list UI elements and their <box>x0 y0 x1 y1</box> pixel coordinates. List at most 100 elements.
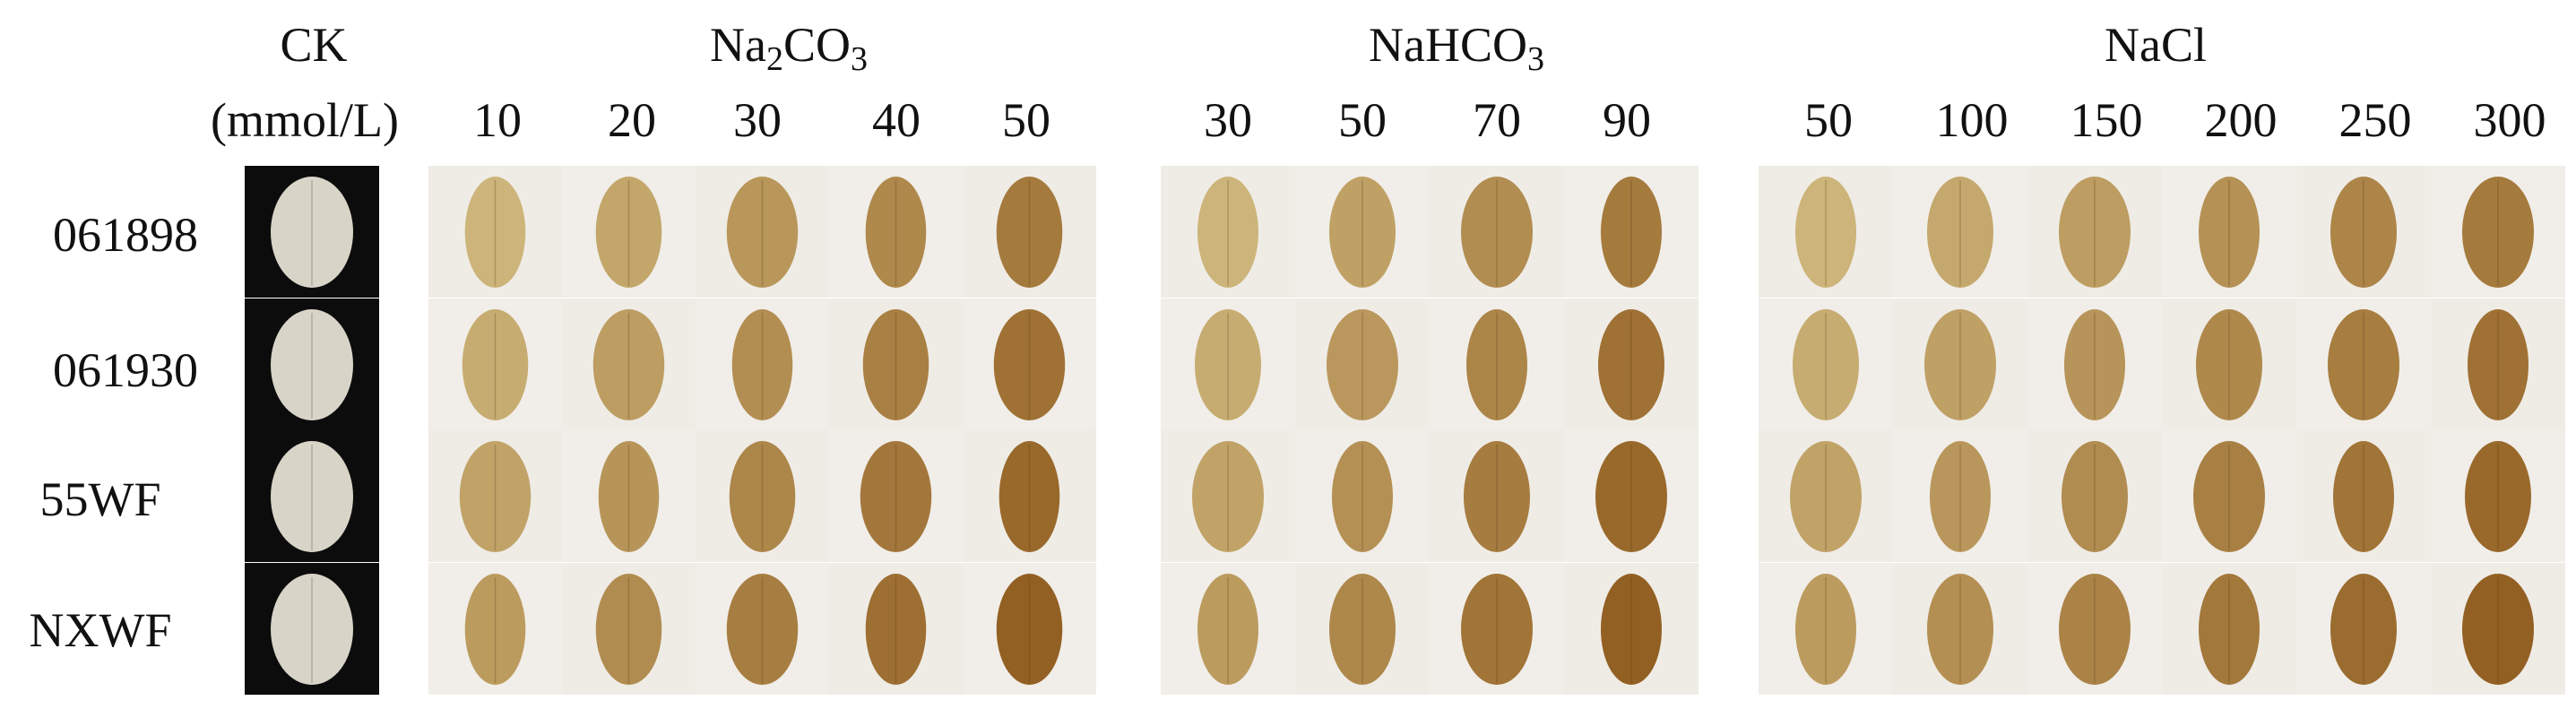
leaf-photo <box>1893 430 2027 562</box>
ck-header: CK <box>280 18 348 72</box>
conc-nacl-200: 200 <box>2204 93 2278 147</box>
leaf-image <box>1564 430 1699 562</box>
leaf-photo <box>2027 563 2162 695</box>
leaf-photo <box>1564 430 1699 562</box>
conc-nacl-100: 100 <box>1935 93 2009 147</box>
leaf-photo <box>1759 166 1893 298</box>
leaf-photo <box>1759 298 1893 430</box>
leaf-photo <box>428 166 562 298</box>
leaf-image <box>2296 563 2431 695</box>
leaf-image <box>696 563 829 695</box>
leaf-image <box>245 563 379 695</box>
leaf-photo <box>1564 563 1699 695</box>
row-label-nxwf: NXWF <box>29 603 172 657</box>
leaf-image <box>2431 430 2565 562</box>
leaf-photo <box>963 298 1096 430</box>
leaf-image <box>1161 298 1295 430</box>
leaf-photo <box>2027 298 2162 430</box>
leaf-photo <box>2431 430 2565 562</box>
leaf-image <box>1759 563 1893 695</box>
units-label: (mmol/L) <box>211 93 399 147</box>
leaf-image <box>829 166 963 298</box>
leaf-image <box>1893 430 2027 562</box>
row-label-061930: 061930 <box>53 343 198 397</box>
leaf-photo <box>1161 430 1295 562</box>
leaf-photo <box>562 563 696 695</box>
leaf-image <box>1430 298 1564 430</box>
leaf-photo <box>428 430 562 562</box>
leaf-photo <box>829 563 963 695</box>
conc-nacl-150: 150 <box>2070 93 2143 147</box>
nahco3-header: NaHCO3 <box>1369 18 1544 78</box>
leaf-image <box>1295 430 1430 562</box>
leaf-photo <box>1430 166 1564 298</box>
leaf-photo <box>2027 166 2162 298</box>
na2co3-header: Na2CO3 <box>710 18 868 78</box>
leaf-photo <box>562 166 696 298</box>
leaf-image <box>1430 430 1564 562</box>
leaf-photo <box>245 166 379 298</box>
leaf-photo <box>245 430 379 562</box>
conc-na2co3-30: 30 <box>733 93 782 147</box>
leaf-image <box>2431 298 2565 430</box>
leaf-image <box>1161 166 1295 298</box>
leaf-image <box>2296 430 2431 562</box>
leaf-photo <box>696 563 829 695</box>
leaf-photo <box>1430 563 1564 695</box>
leaf-photo <box>2296 430 2431 562</box>
conc-nacl-250: 250 <box>2338 93 2412 147</box>
leaf-photo <box>1430 430 1564 562</box>
conc-nahco3-90: 90 <box>1603 93 1651 147</box>
leaf-photo <box>562 430 696 562</box>
leaf-image <box>963 430 1096 562</box>
leaf-image <box>1564 298 1699 430</box>
leaf-photo <box>2431 298 2565 430</box>
conc-na2co3-40: 40 <box>872 93 921 147</box>
leaf-image <box>829 298 963 430</box>
leaf-image <box>2162 166 2296 298</box>
leaf-photo <box>1161 298 1295 430</box>
leaf-image <box>829 563 963 695</box>
leaf-image <box>1295 166 1430 298</box>
leaf-photo <box>963 166 1096 298</box>
leaf-photo <box>696 166 829 298</box>
leaf-image <box>1295 563 1430 695</box>
leaf-image <box>2431 563 2565 695</box>
leaf-photo <box>1295 298 1430 430</box>
leaf-image <box>1564 166 1699 298</box>
leaf-photo <box>829 430 963 562</box>
leaf-image <box>2027 298 2162 430</box>
leaf-image <box>2162 563 2296 695</box>
leaf-photo <box>1295 563 1430 695</box>
leaf-image <box>562 430 696 562</box>
leaf-image <box>428 563 562 695</box>
leaf-image <box>829 430 963 562</box>
leaf-photo <box>829 298 963 430</box>
leaf-photo <box>2296 563 2431 695</box>
conc-nahco3-50: 50 <box>1338 93 1387 147</box>
leaf-photo <box>2162 563 2296 695</box>
leaf-photo <box>829 166 963 298</box>
leaf-photo <box>1893 298 2027 430</box>
leaf-image <box>2296 298 2431 430</box>
leaf-photo <box>428 563 562 695</box>
leaf-photo <box>1893 166 2027 298</box>
leaf-image <box>2162 298 2296 430</box>
leaf-photo <box>1893 563 2027 695</box>
leaf-image <box>696 298 829 430</box>
conc-na2co3-50: 50 <box>1002 93 1050 147</box>
leaf-photo <box>245 298 379 430</box>
leaf-image <box>428 298 562 430</box>
leaf-photo <box>2296 298 2431 430</box>
conc-nahco3-30: 30 <box>1204 93 1252 147</box>
leaf-image <box>1161 563 1295 695</box>
leaf-image <box>1295 298 1430 430</box>
leaf-photo <box>1564 166 1699 298</box>
leaf-image <box>562 166 696 298</box>
leaf-photo <box>1430 298 1564 430</box>
leaf-image <box>2027 563 2162 695</box>
leaf-photo <box>428 298 562 430</box>
leaf-photo <box>1295 430 1430 562</box>
leaf-image <box>1759 298 1893 430</box>
leaf-image <box>2431 166 2565 298</box>
